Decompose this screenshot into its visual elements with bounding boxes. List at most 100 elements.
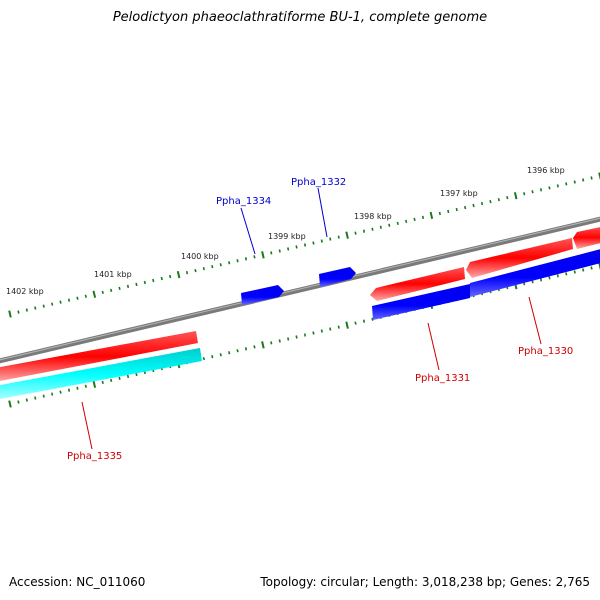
scale-tick-outer (287, 247, 290, 251)
scale-tick-outer (169, 274, 172, 279)
gene-ppha-1331-inner[interactable] (372, 284, 470, 320)
scale-tick-outer (598, 172, 600, 180)
scale-tick-outer (110, 288, 113, 292)
scale-tick-outer (590, 176, 593, 180)
scale-tick-inner (118, 376, 121, 380)
gene-ppha-1332[interactable] (319, 267, 356, 287)
scale-tick-outer (303, 243, 307, 247)
scale-tick-outer (228, 261, 231, 265)
gene-label-ppha-1332[interactable]: Ppha_1332 (291, 177, 346, 188)
scale-tick-inner (25, 398, 28, 402)
scale-tick-outer (371, 227, 374, 231)
scale-tick-inner (320, 329, 323, 333)
gene-ppha-1330-inner[interactable] (470, 248, 600, 297)
scale-tick-inner (92, 380, 97, 388)
scale-tick-inner (236, 349, 239, 353)
scale-tick-inner (362, 319, 366, 323)
scale-tick-inner (76, 386, 79, 390)
scale-tick-outer (51, 302, 54, 306)
scale-tick-outer (219, 263, 222, 267)
scale-tick-outer (84, 294, 87, 298)
leader-ppha-1330 (528, 296, 542, 345)
scale-tick-outer (160, 276, 163, 281)
scale-tick-outer (523, 192, 526, 196)
gene-ppha-1330-tail[interactable] (573, 226, 600, 249)
genome-backbone (0, 216, 600, 364)
scale-tick-inner (337, 325, 340, 329)
scale-tick-outer (185, 270, 189, 275)
scale-tick-outer (42, 304, 45, 308)
scale-tick-outer (548, 186, 551, 190)
scale-tick-inner (126, 374, 130, 379)
scale-tick-outer (472, 203, 475, 208)
gene-ppha-1335[interactable] (0, 331, 198, 382)
gene-ppha-1330[interactable] (466, 238, 573, 278)
scale-label-1396: 1396 kbp (527, 166, 565, 175)
gene-ppha-1335-inner[interactable] (0, 348, 202, 400)
scale-tick-outer (194, 269, 197, 273)
scale-ticks-outer (8, 172, 600, 318)
scale-tick-outer (8, 310, 12, 318)
scale-tick-outer (396, 221, 399, 225)
scale-tick-outer (17, 310, 20, 314)
scale-tick-outer (565, 182, 568, 186)
scale-tick-inner (59, 390, 62, 394)
scale-tick-outer (513, 192, 518, 200)
scale-tick-inner (565, 272, 568, 276)
scale-label-1402: 1402 kbp (6, 287, 44, 296)
scale-tick-outer (582, 178, 585, 182)
scale-tick-outer (362, 229, 366, 233)
leader-ppha-1331 (427, 322, 440, 371)
scale-tick-outer (573, 180, 576, 184)
scale-tick-inner (278, 339, 281, 343)
gene-label-ppha-1334[interactable]: Ppha_1334 (216, 196, 271, 207)
accession-text: Accession: NC_011060 (9, 575, 146, 589)
gene-label-ppha-1335[interactable]: Ppha_1335 (67, 451, 122, 462)
gene-label-ppha-1331[interactable]: Ppha_1331 (415, 373, 470, 384)
scale-tick-inner (67, 388, 71, 392)
scale-tick-outer (67, 298, 71, 302)
scale-tick-outer (101, 290, 104, 294)
scale-tick-inner (219, 353, 222, 357)
scale-tick-inner (253, 345, 256, 349)
gene-ppha-1331[interactable] (370, 267, 465, 301)
gene-ppha-1334[interactable] (241, 285, 284, 305)
scale-tick-inner (345, 321, 349, 329)
scale-tick-outer (345, 231, 349, 239)
scale-tick-outer (59, 300, 62, 304)
scale-tick-inner (539, 278, 543, 282)
scale-tick-outer (455, 207, 458, 212)
scale-tick-inner (261, 341, 265, 349)
scale-tick-outer (295, 245, 298, 249)
scale-tick-outer (480, 201, 484, 206)
scale-tick-inner (8, 400, 12, 408)
scale-tick-outer (531, 190, 534, 194)
scale-tick-outer (337, 235, 340, 239)
scale-tick-outer (244, 257, 248, 261)
scale-tick-outer (118, 286, 121, 290)
scale-tick-outer (211, 265, 214, 269)
scale-tick-outer (405, 219, 408, 223)
scale-tick-outer (497, 198, 500, 202)
scale-tick-inner (582, 268, 585, 272)
scale-tick-inner (556, 274, 559, 278)
scale-tick-outer (421, 215, 425, 220)
scale-tick-inner (270, 341, 273, 345)
scale-tick-outer (34, 306, 37, 310)
scale-tick-outer (464, 205, 467, 210)
scale-tick-inner (17, 400, 20, 404)
scale-tick-outer (176, 270, 181, 279)
scale-tick-outer (556, 184, 559, 188)
scale-tick-outer (126, 284, 130, 289)
scale-tick-inner (51, 392, 54, 396)
scale-tick-outer (25, 308, 28, 312)
scale-tick-outer (354, 231, 357, 235)
scale-tick-inner (598, 262, 600, 270)
scale-tick-outer (447, 209, 450, 214)
gene-label-ppha-1330[interactable]: Ppha_1330 (518, 346, 573, 357)
scale-tick-outer (438, 211, 441, 216)
scale-label-1400: 1400 kbp (181, 252, 219, 261)
scale-tick-outer (261, 251, 265, 259)
scale-tick-inner (244, 347, 248, 351)
scale-tick-outer (236, 259, 239, 263)
